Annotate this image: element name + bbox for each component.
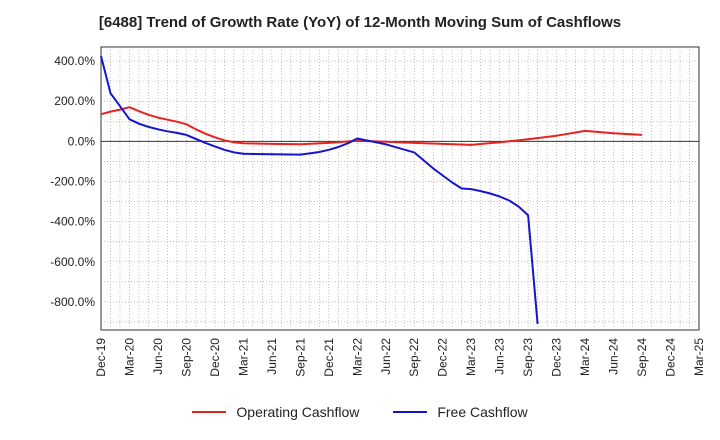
x-tick-label: Mar-21 bbox=[236, 338, 250, 376]
x-tick-label: Dec-20 bbox=[208, 338, 222, 377]
legend-label-operating-cashflow: Operating Cashflow bbox=[236, 404, 360, 420]
x-tick-label: Sep-23 bbox=[521, 338, 535, 377]
y-tick-label: -200.0% bbox=[50, 174, 95, 188]
x-tick-label: Mar-23 bbox=[464, 338, 478, 376]
y-tick-labels: 400.0% 200.0% 0.0% -200.0% -400.0% -600.0% -80… bbox=[50, 54, 95, 309]
x-tick-label: Jun-23 bbox=[493, 338, 507, 375]
legend-item-free-cashflow: Free Cashflow bbox=[393, 404, 528, 420]
x-tick-label: Dec-19 bbox=[94, 338, 108, 377]
x-tick-labels: Dec-19 Mar-20 Jun-20 Sep-20 Dec-20 Mar-21 Jun-… bbox=[94, 338, 706, 377]
x-tick-label: Sep-22 bbox=[407, 338, 421, 377]
legend: Operating Cashflow Free Cashflow bbox=[0, 404, 720, 420]
y-tick-label: -800.0% bbox=[50, 295, 95, 309]
x-tick-label: Mar-24 bbox=[578, 338, 592, 376]
y-tick-label: 400.0% bbox=[54, 54, 95, 68]
x-tick-label: Mar-20 bbox=[122, 338, 136, 376]
x-tick-label: Sep-24 bbox=[635, 338, 649, 377]
series-line-operating-cashflow bbox=[100, 106, 643, 146]
x-tick-label: Dec-23 bbox=[550, 338, 564, 377]
x-tick-label: Jun-21 bbox=[265, 338, 279, 375]
legend-swatch-free-cashflow bbox=[393, 411, 428, 413]
y-tick-label: -400.0% bbox=[50, 215, 95, 229]
chart-title: [6488] Trend of Growth Rate (YoY) of 12-… bbox=[98, 14, 622, 31]
y-tick-label: 0.0% bbox=[68, 134, 96, 148]
legend-swatch-operating-cashflow bbox=[192, 411, 227, 413]
gridlines bbox=[101, 47, 699, 330]
x-tick-label: Dec-22 bbox=[436, 338, 450, 377]
legend-item-operating-cashflow: Operating Cashflow bbox=[192, 404, 359, 420]
x-tick-label: Mar-22 bbox=[350, 338, 364, 376]
x-tick-label: Jun-22 bbox=[379, 338, 393, 375]
x-tick-label: Mar-25 bbox=[692, 338, 706, 376]
y-tick-label: 200.0% bbox=[54, 94, 95, 108]
series-line-free-cashflow bbox=[100, 55, 539, 325]
x-tick-label: Dec-24 bbox=[664, 338, 678, 377]
x-tick-label: Sep-21 bbox=[293, 338, 307, 377]
x-tick-label: Sep-20 bbox=[179, 338, 193, 377]
x-tick-label: Jun-24 bbox=[607, 338, 621, 375]
plot-area bbox=[100, 46, 700, 331]
x-tick-label: Jun-20 bbox=[151, 338, 165, 375]
x-tick-label: Dec-21 bbox=[322, 338, 336, 377]
legend-label-free-cashflow: Free Cashflow bbox=[437, 404, 528, 420]
y-tick-label: -600.0% bbox=[50, 255, 95, 269]
series-layer bbox=[100, 55, 643, 325]
